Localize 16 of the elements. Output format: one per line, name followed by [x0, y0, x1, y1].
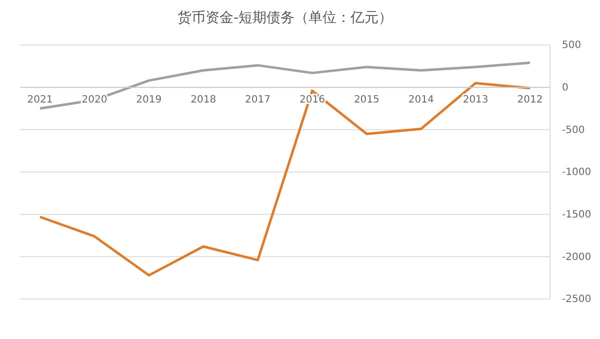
y-tick-label: -2000 [562, 252, 592, 263]
x-tick-label: 2017 [245, 94, 271, 106]
x-tick-label: 2014 [408, 94, 434, 106]
y-tick-label: 0 [562, 82, 568, 94]
x-tick-label: 2012 [517, 94, 543, 106]
y-tick-label: -1500 [562, 210, 592, 221]
chart-title: 货币资金-短期债务（单位：亿元） [177, 10, 393, 26]
x-tick-label: 2015 [354, 94, 380, 106]
x-tick-label: 2018 [190, 94, 216, 106]
x-tick-label: 2019 [136, 94, 162, 106]
y-tick-label: -1000 [562, 167, 592, 178]
x-tick-label: 2021 [27, 94, 53, 106]
y-tick-label: 500 [562, 40, 582, 52]
y-tick-label: -2500 [562, 294, 592, 306]
x-tick-label: 2013 [462, 94, 488, 106]
y-tick-label: -500 [562, 124, 585, 136]
